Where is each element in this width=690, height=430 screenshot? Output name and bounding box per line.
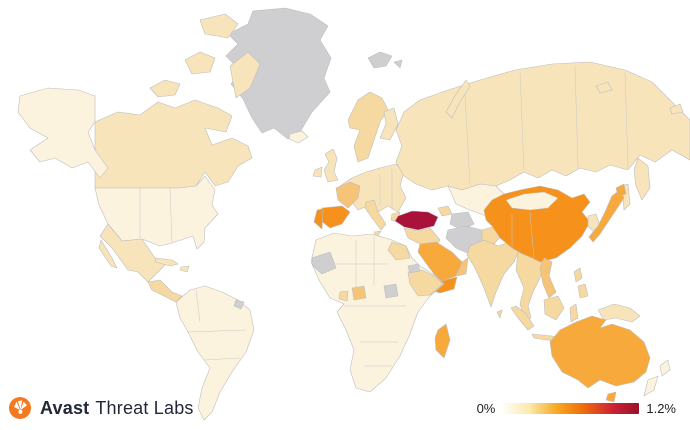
country-canada[interactable] bbox=[94, 99, 253, 189]
country-cuba[interactable] bbox=[154, 257, 179, 267]
country-new-zealand-south[interactable] bbox=[643, 375, 659, 397]
country-french-guiana[interactable] bbox=[233, 299, 245, 310]
country-turkey[interactable] bbox=[394, 210, 439, 231]
country-novaya-zemlya[interactable] bbox=[445, 79, 471, 119]
country-saudi-arabia[interactable] bbox=[417, 241, 463, 283]
country-caucasus[interactable] bbox=[437, 205, 453, 217]
country-france[interactable] bbox=[335, 181, 361, 209]
country-mongolia[interactable] bbox=[505, 191, 559, 211]
country-sicily[interactable] bbox=[373, 230, 382, 238]
country-borneo[interactable] bbox=[543, 295, 565, 321]
country-kamchatka[interactable] bbox=[633, 157, 651, 201]
country-sumatra[interactable] bbox=[510, 305, 535, 331]
country-nigeria[interactable] bbox=[351, 285, 367, 301]
country-hokkaido[interactable] bbox=[615, 183, 627, 197]
country-vietnam[interactable] bbox=[539, 257, 557, 299]
country-greenland[interactable] bbox=[225, 7, 332, 140]
product-name: Threat Labs bbox=[95, 397, 194, 418]
footer: Avast Threat Labs 0% 1.2% bbox=[0, 392, 690, 424]
country-canada-arctic[interactable] bbox=[149, 13, 261, 99]
country-ghana[interactable] bbox=[338, 290, 349, 302]
country-italy[interactable] bbox=[364, 199, 387, 231]
country-egypt[interactable] bbox=[387, 241, 411, 261]
country-australia[interactable] bbox=[549, 315, 651, 389]
country-uk[interactable] bbox=[323, 148, 339, 183]
country-spain[interactable] bbox=[319, 205, 351, 229]
country-south-sudan[interactable] bbox=[383, 283, 399, 299]
country-wrangel[interactable] bbox=[669, 103, 684, 115]
country-svalbard-east[interactable] bbox=[393, 59, 403, 69]
country-svalbard[interactable] bbox=[367, 51, 393, 69]
country-japan[interactable] bbox=[588, 189, 625, 243]
country-eritrea[interactable] bbox=[407, 263, 421, 274]
country-south-america[interactable] bbox=[175, 285, 255, 421]
country-new-zealand-north[interactable] bbox=[659, 359, 671, 377]
internal-borders bbox=[139, 65, 629, 367]
legend-min-label: 0% bbox=[476, 400, 496, 416]
country-india[interactable] bbox=[466, 239, 521, 308]
legend-max-label: 1.2% bbox=[646, 400, 676, 416]
country-portugal[interactable] bbox=[313, 208, 324, 230]
country-sulawesi[interactable] bbox=[569, 303, 579, 323]
brand-lockup: Avast Threat Labs bbox=[8, 396, 194, 420]
brand-name: Avast bbox=[40, 397, 90, 418]
country-oman[interactable] bbox=[456, 257, 469, 277]
country-new-guinea[interactable] bbox=[597, 303, 641, 323]
country-hispaniola[interactable] bbox=[179, 265, 190, 273]
country-alaska[interactable] bbox=[17, 87, 109, 179]
country-mauritania[interactable] bbox=[311, 251, 337, 275]
country-mexico[interactable] bbox=[98, 223, 169, 283]
country-finland[interactable] bbox=[379, 107, 399, 141]
region-horn-of-africa[interactable] bbox=[407, 269, 444, 297]
legend-gradient-bar bbox=[502, 402, 640, 414]
region-central-europe[interactable] bbox=[339, 163, 407, 213]
country-siberian-isles[interactable] bbox=[595, 81, 613, 94]
country-iceland[interactable] bbox=[288, 130, 309, 144]
legend: 0% 1.2% bbox=[477, 401, 676, 416]
country-tasmania[interactable] bbox=[605, 391, 617, 403]
country-madagascar[interactable] bbox=[434, 323, 451, 359]
country-central-america[interactable] bbox=[147, 279, 183, 303]
country-scandinavia[interactable] bbox=[347, 91, 389, 163]
country-philippines-north[interactable] bbox=[573, 267, 583, 283]
avast-logo-icon bbox=[9, 397, 31, 419]
country-sri-lanka[interactable] bbox=[496, 309, 503, 319]
brand-text: Avast Threat Labs bbox=[40, 398, 194, 419]
country-ireland[interactable] bbox=[312, 166, 323, 178]
country-philippines-south[interactable] bbox=[577, 283, 589, 299]
